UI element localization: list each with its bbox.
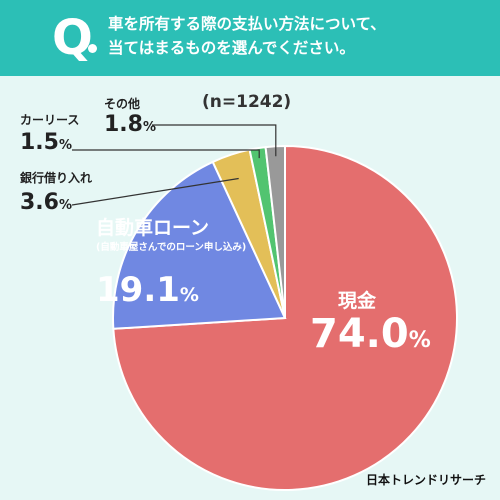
car-loan-sublabel: (自動車屋さんでのローン申し込み) <box>96 242 247 253</box>
question-header: Q 車を所有する際の支払い方法について、 当てはまるものを選んでください。 <box>0 0 500 76</box>
other-label: その他 <box>104 97 141 111</box>
q-icon: Q <box>52 10 93 66</box>
car-lease-leader-line <box>72 149 260 159</box>
other-leader-line <box>152 124 277 157</box>
car-loan-label: 自動車ローン <box>96 217 210 239</box>
brand-logo-text: 日本トレンドリサーチ <box>365 473 486 487</box>
cash-label: 現金 <box>338 290 377 312</box>
question-line-2: 当てはまるものを選んでください。 <box>108 39 355 57</box>
cash-value: 74.0% <box>310 311 431 357</box>
question-line-1: 車を所有する際の支払い方法について、 <box>108 15 386 33</box>
slice-car-loan <box>112 160 287 330</box>
other-value: 1.8% <box>104 112 157 137</box>
car-loan-value: 19.1% <box>96 270 199 310</box>
bank-loan-value: 3.6% <box>20 190 73 215</box>
car-lease-label: カーリース <box>20 113 80 127</box>
bank-loan-label: 銀行借り入れ <box>20 171 93 185</box>
q-dot-icon <box>88 44 97 53</box>
sample-size-label: (n=1242) <box>202 92 292 112</box>
car-lease-value: 1.5% <box>20 130 73 155</box>
bank-loan-leader-line <box>71 177 239 206</box>
